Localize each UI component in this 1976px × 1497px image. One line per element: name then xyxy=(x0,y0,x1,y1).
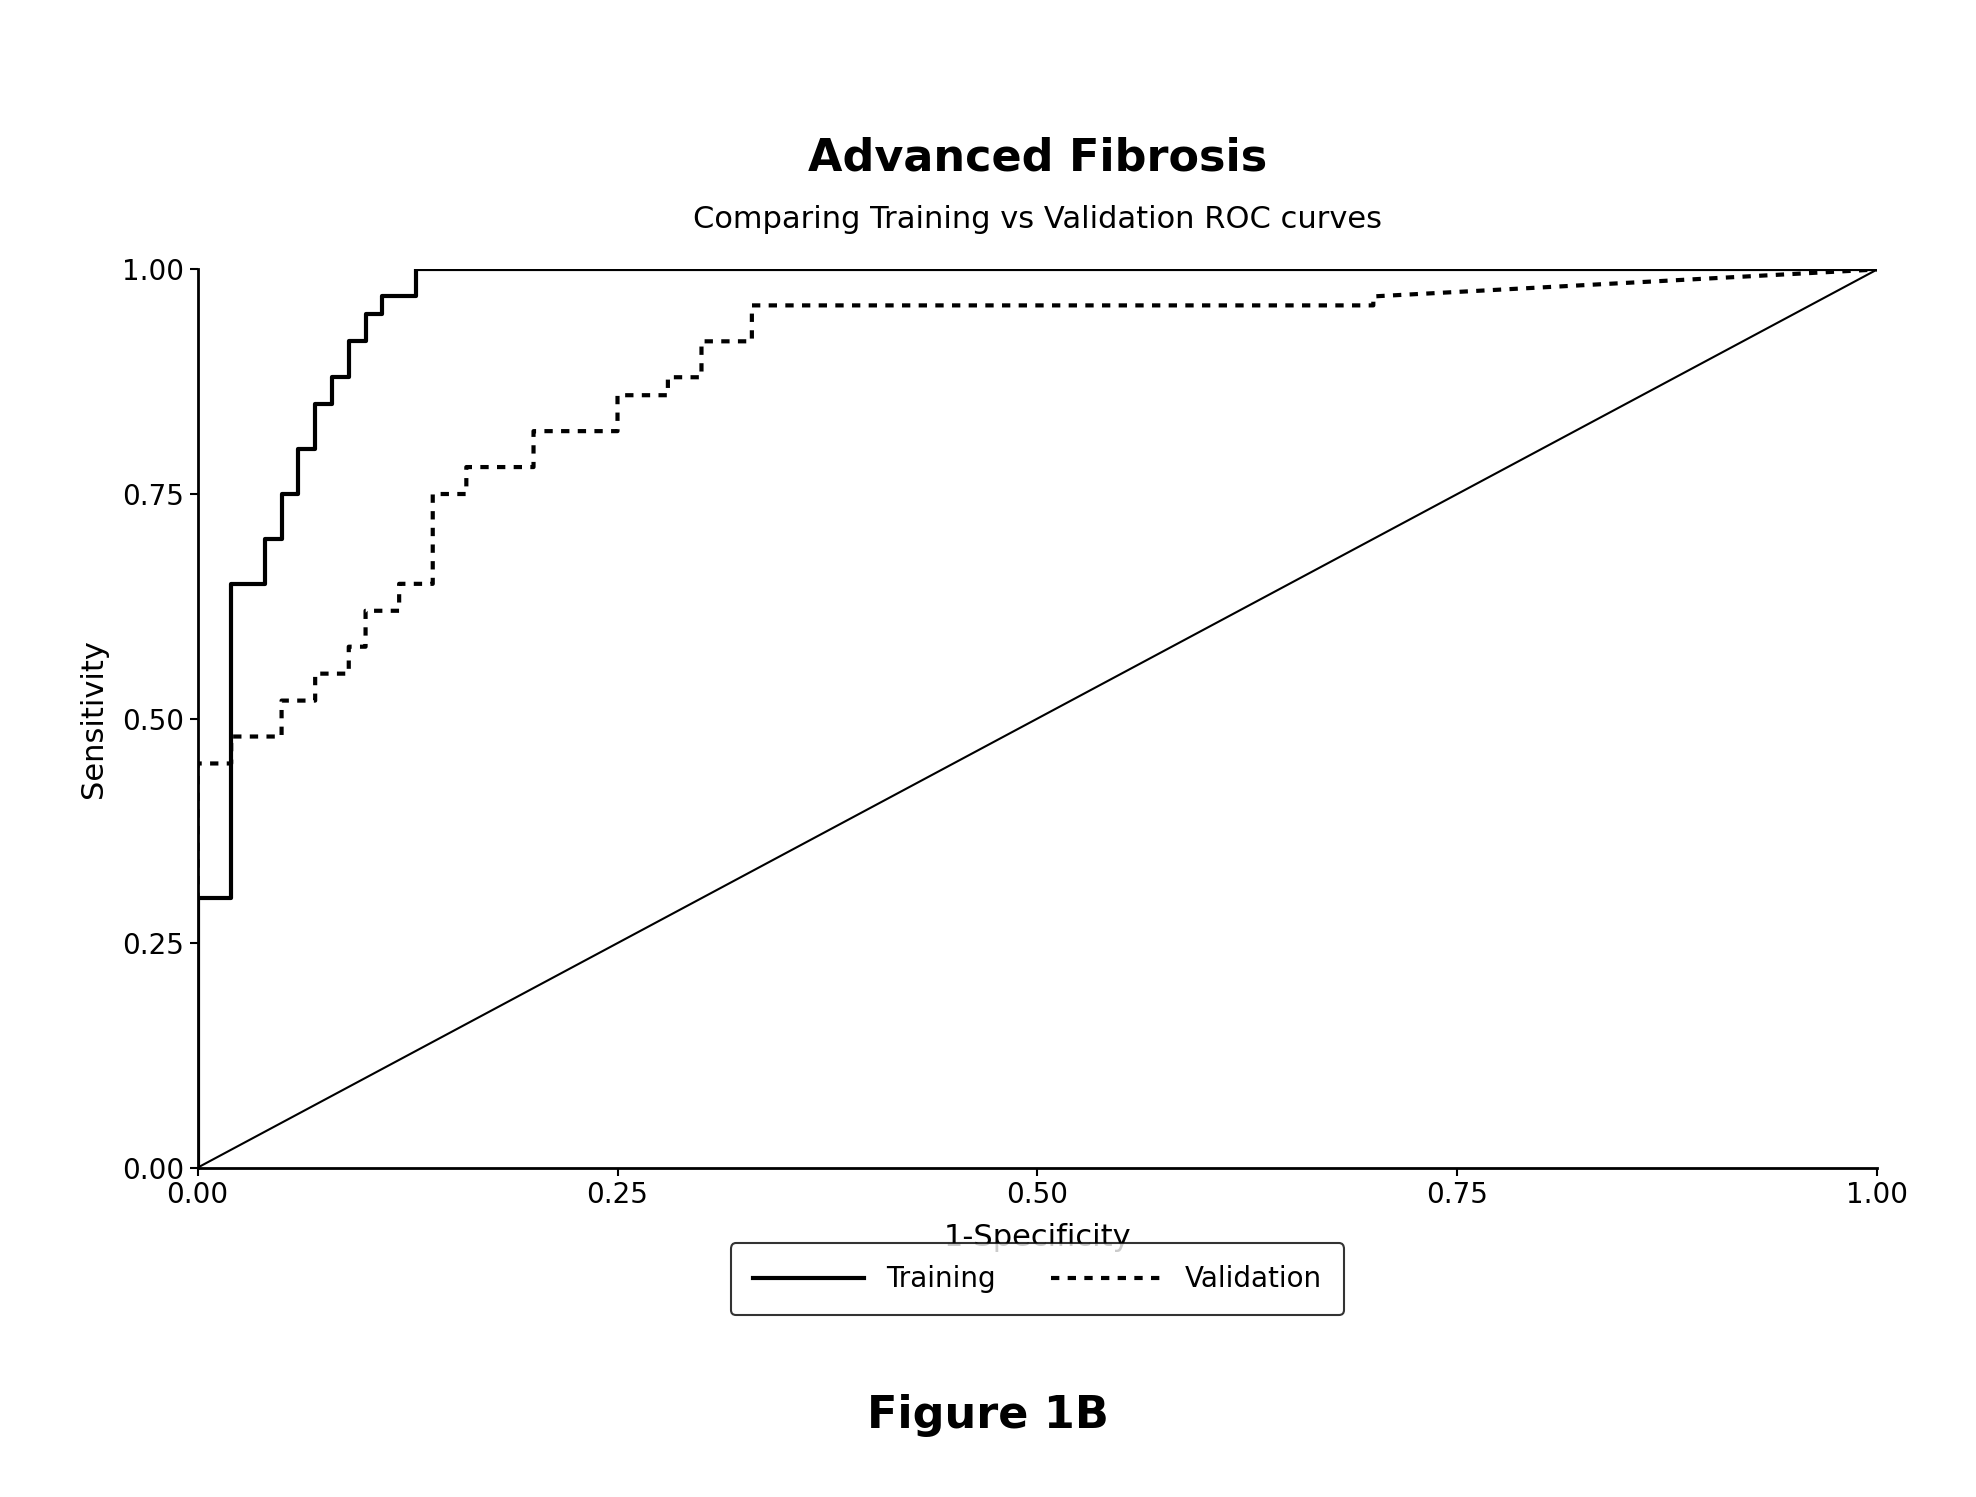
Text: Figure 1B: Figure 1B xyxy=(867,1394,1109,1437)
X-axis label: 1-Specificity: 1-Specificity xyxy=(945,1223,1130,1251)
Text: Advanced Fibrosis: Advanced Fibrosis xyxy=(808,136,1267,180)
Y-axis label: Sensitivity: Sensitivity xyxy=(79,639,109,798)
Legend: Training, Validation: Training, Validation xyxy=(731,1243,1344,1316)
Text: Comparing Training vs Validation ROC curves: Comparing Training vs Validation ROC cur… xyxy=(694,205,1381,234)
